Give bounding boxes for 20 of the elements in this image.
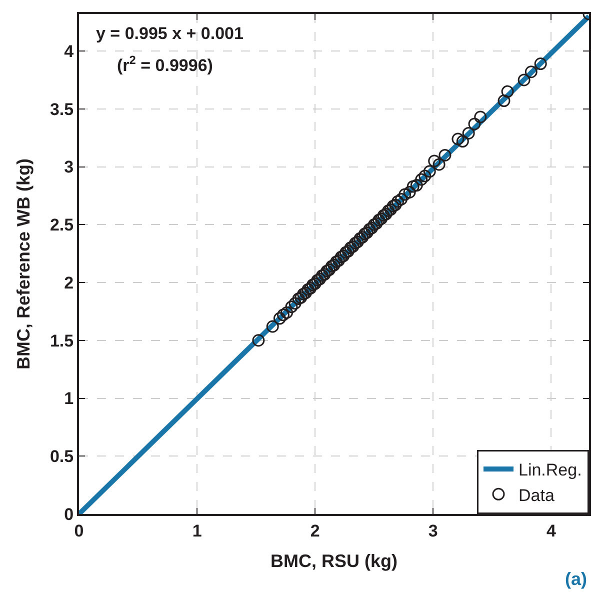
y-axis-title: BMC, Reference WB (kg) bbox=[14, 158, 34, 370]
legend-label: Lin.Reg. bbox=[518, 460, 582, 480]
x-tick-label: 4 bbox=[546, 521, 556, 540]
annotation: (r$^{2}$ = 0.9996) bbox=[117, 53, 213, 76]
x-axis-title: BMC, RSU (kg) bbox=[270, 551, 398, 571]
y-tick-label: 4 bbox=[64, 42, 74, 61]
y-tick-label: 1 bbox=[64, 389, 74, 408]
y-tick-label: 0 bbox=[64, 504, 74, 524]
x-tick-label: 3 bbox=[428, 521, 438, 540]
y-tick-label: 2 bbox=[64, 273, 74, 292]
legend-label: Data bbox=[518, 486, 555, 505]
annotation: y = 0.995 x + 0.001 bbox=[96, 24, 244, 43]
y-tick-label: 3 bbox=[64, 158, 74, 177]
y-tick-label: 2.5 bbox=[50, 216, 74, 235]
y-tick-label: 3.5 bbox=[50, 100, 74, 119]
y-tick-label: 1.5 bbox=[50, 331, 74, 350]
y-tick-label: 0.5 bbox=[50, 447, 74, 466]
x-tick-label: 2 bbox=[310, 521, 320, 540]
text: (a) bbox=[565, 569, 588, 589]
x-tick-label: 1 bbox=[192, 521, 202, 540]
